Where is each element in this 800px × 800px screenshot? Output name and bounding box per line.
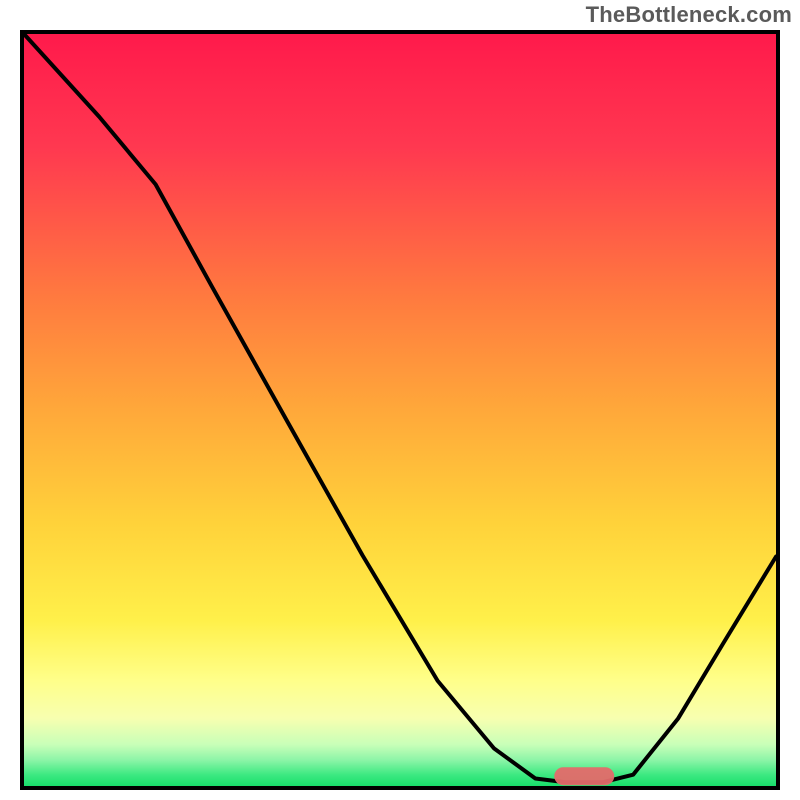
watermark-text: TheBottleneck.com xyxy=(586,2,792,28)
chart-gradient-background xyxy=(24,34,776,786)
root-container: TheBottleneck.com xyxy=(0,0,800,800)
